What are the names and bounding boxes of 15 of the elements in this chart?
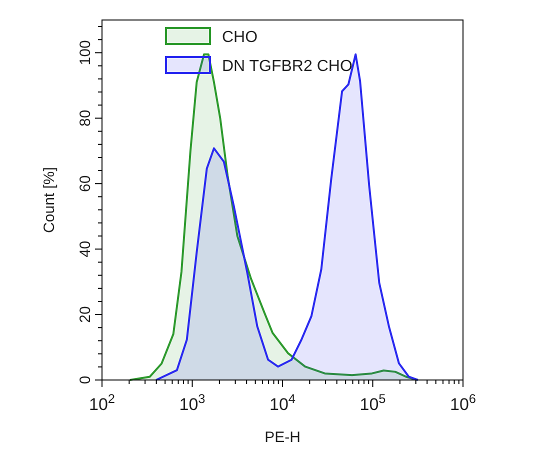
y-tick-label: 60 [77,175,94,192]
x-tick-label: 10$^{2}$ [88,390,116,414]
x-tick-label: 10$^{4}$ [269,390,296,414]
legend-label: CHO [222,29,258,46]
x-tick-label: 10$^{5}$ [360,390,386,414]
y-tick-label: 40 [77,240,94,258]
x-tick-label: 10$^{6}$ [450,390,476,414]
y-tick-label: 0 [77,376,94,384]
x-tick-label: 10$^{3}$ [179,390,206,414]
y-tick-label: 80 [77,110,94,127]
y-tick-label: 20 [77,306,94,323]
y-axis-title: Count [%] [41,167,58,233]
x-axis-title: PE-H [264,429,300,446]
y-tick-label: 100 [77,40,94,66]
legend-label: DN TGFBR2 CHO [222,58,352,75]
